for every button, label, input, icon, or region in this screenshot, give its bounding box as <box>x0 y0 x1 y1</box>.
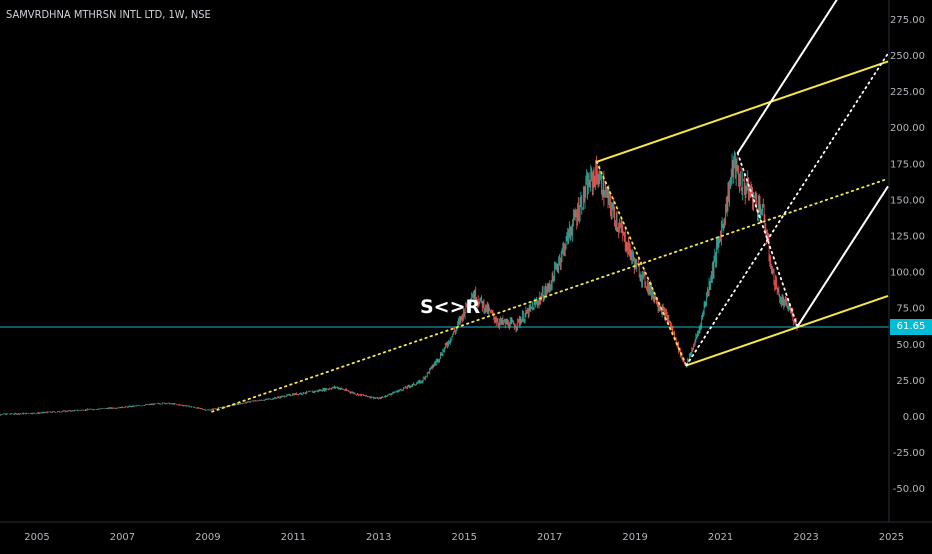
pitchfork-group <box>211 0 889 413</box>
y-tick-label: 200.00 <box>890 123 925 134</box>
x-tick-label: 2019 <box>622 532 647 543</box>
candles-group <box>0 150 798 416</box>
y-tick-label: 150.00 <box>890 195 925 206</box>
x-tick-label: 2021 <box>708 532 733 543</box>
pitchfork-upper-tine[interactable] <box>736 0 888 154</box>
pitchfork-median-line[interactable] <box>211 177 889 413</box>
sr-annotation: S<>R <box>420 296 481 318</box>
y-tick-label: 75.00 <box>896 304 925 315</box>
y-tick-label: 50.00 <box>896 340 925 351</box>
y-tick-label: -50.00 <box>893 484 925 495</box>
x-tick-label: 2023 <box>793 532 818 543</box>
x-tick-label: 2015 <box>451 532 476 543</box>
y-tick-label: 100.00 <box>890 268 925 279</box>
x-tick-label: 2007 <box>110 532 135 543</box>
y-tick-label: 0.00 <box>903 412 925 423</box>
pitchfork-lower-tine[interactable] <box>796 185 889 328</box>
pitchfork-lower-tine[interactable] <box>686 295 889 367</box>
last-price-label: 61.65 <box>890 318 932 335</box>
price-axis: 275.00 250.00 225.00 200.00 175.00 150.00 125.… <box>888 0 925 522</box>
y-tick-label: 275.00 <box>890 15 925 26</box>
x-tick-label: 2017 <box>537 532 562 543</box>
pitchfork-handle[interactable] <box>595 160 688 367</box>
y-tick-label: -25.00 <box>893 448 925 459</box>
chart-title: SAMVRDHNA MTHRSN INTL LTD, 1W, NSE <box>6 8 211 21</box>
y-tick-label: 225.00 <box>890 87 925 98</box>
y-tick-label: 250.00 <box>890 51 925 62</box>
y-tick-label: 175.00 <box>890 159 925 170</box>
y-tick-label: 25.00 <box>896 376 925 387</box>
x-tick-label: 2013 <box>366 532 391 543</box>
x-tick-label: 2005 <box>24 532 49 543</box>
pitchfork-median-line[interactable] <box>685 52 889 367</box>
x-tick-label: 2025 <box>879 532 904 543</box>
y-tick-label: 125.00 <box>890 232 925 243</box>
x-tick-label: 2009 <box>195 532 220 543</box>
pitchfork-upper-tine[interactable] <box>596 60 889 163</box>
x-tick-label: 2011 <box>281 532 306 543</box>
time-axis: 2005 2007 2009 2011 2013 2015 2017 2019 2021 2023… <box>0 521 932 543</box>
